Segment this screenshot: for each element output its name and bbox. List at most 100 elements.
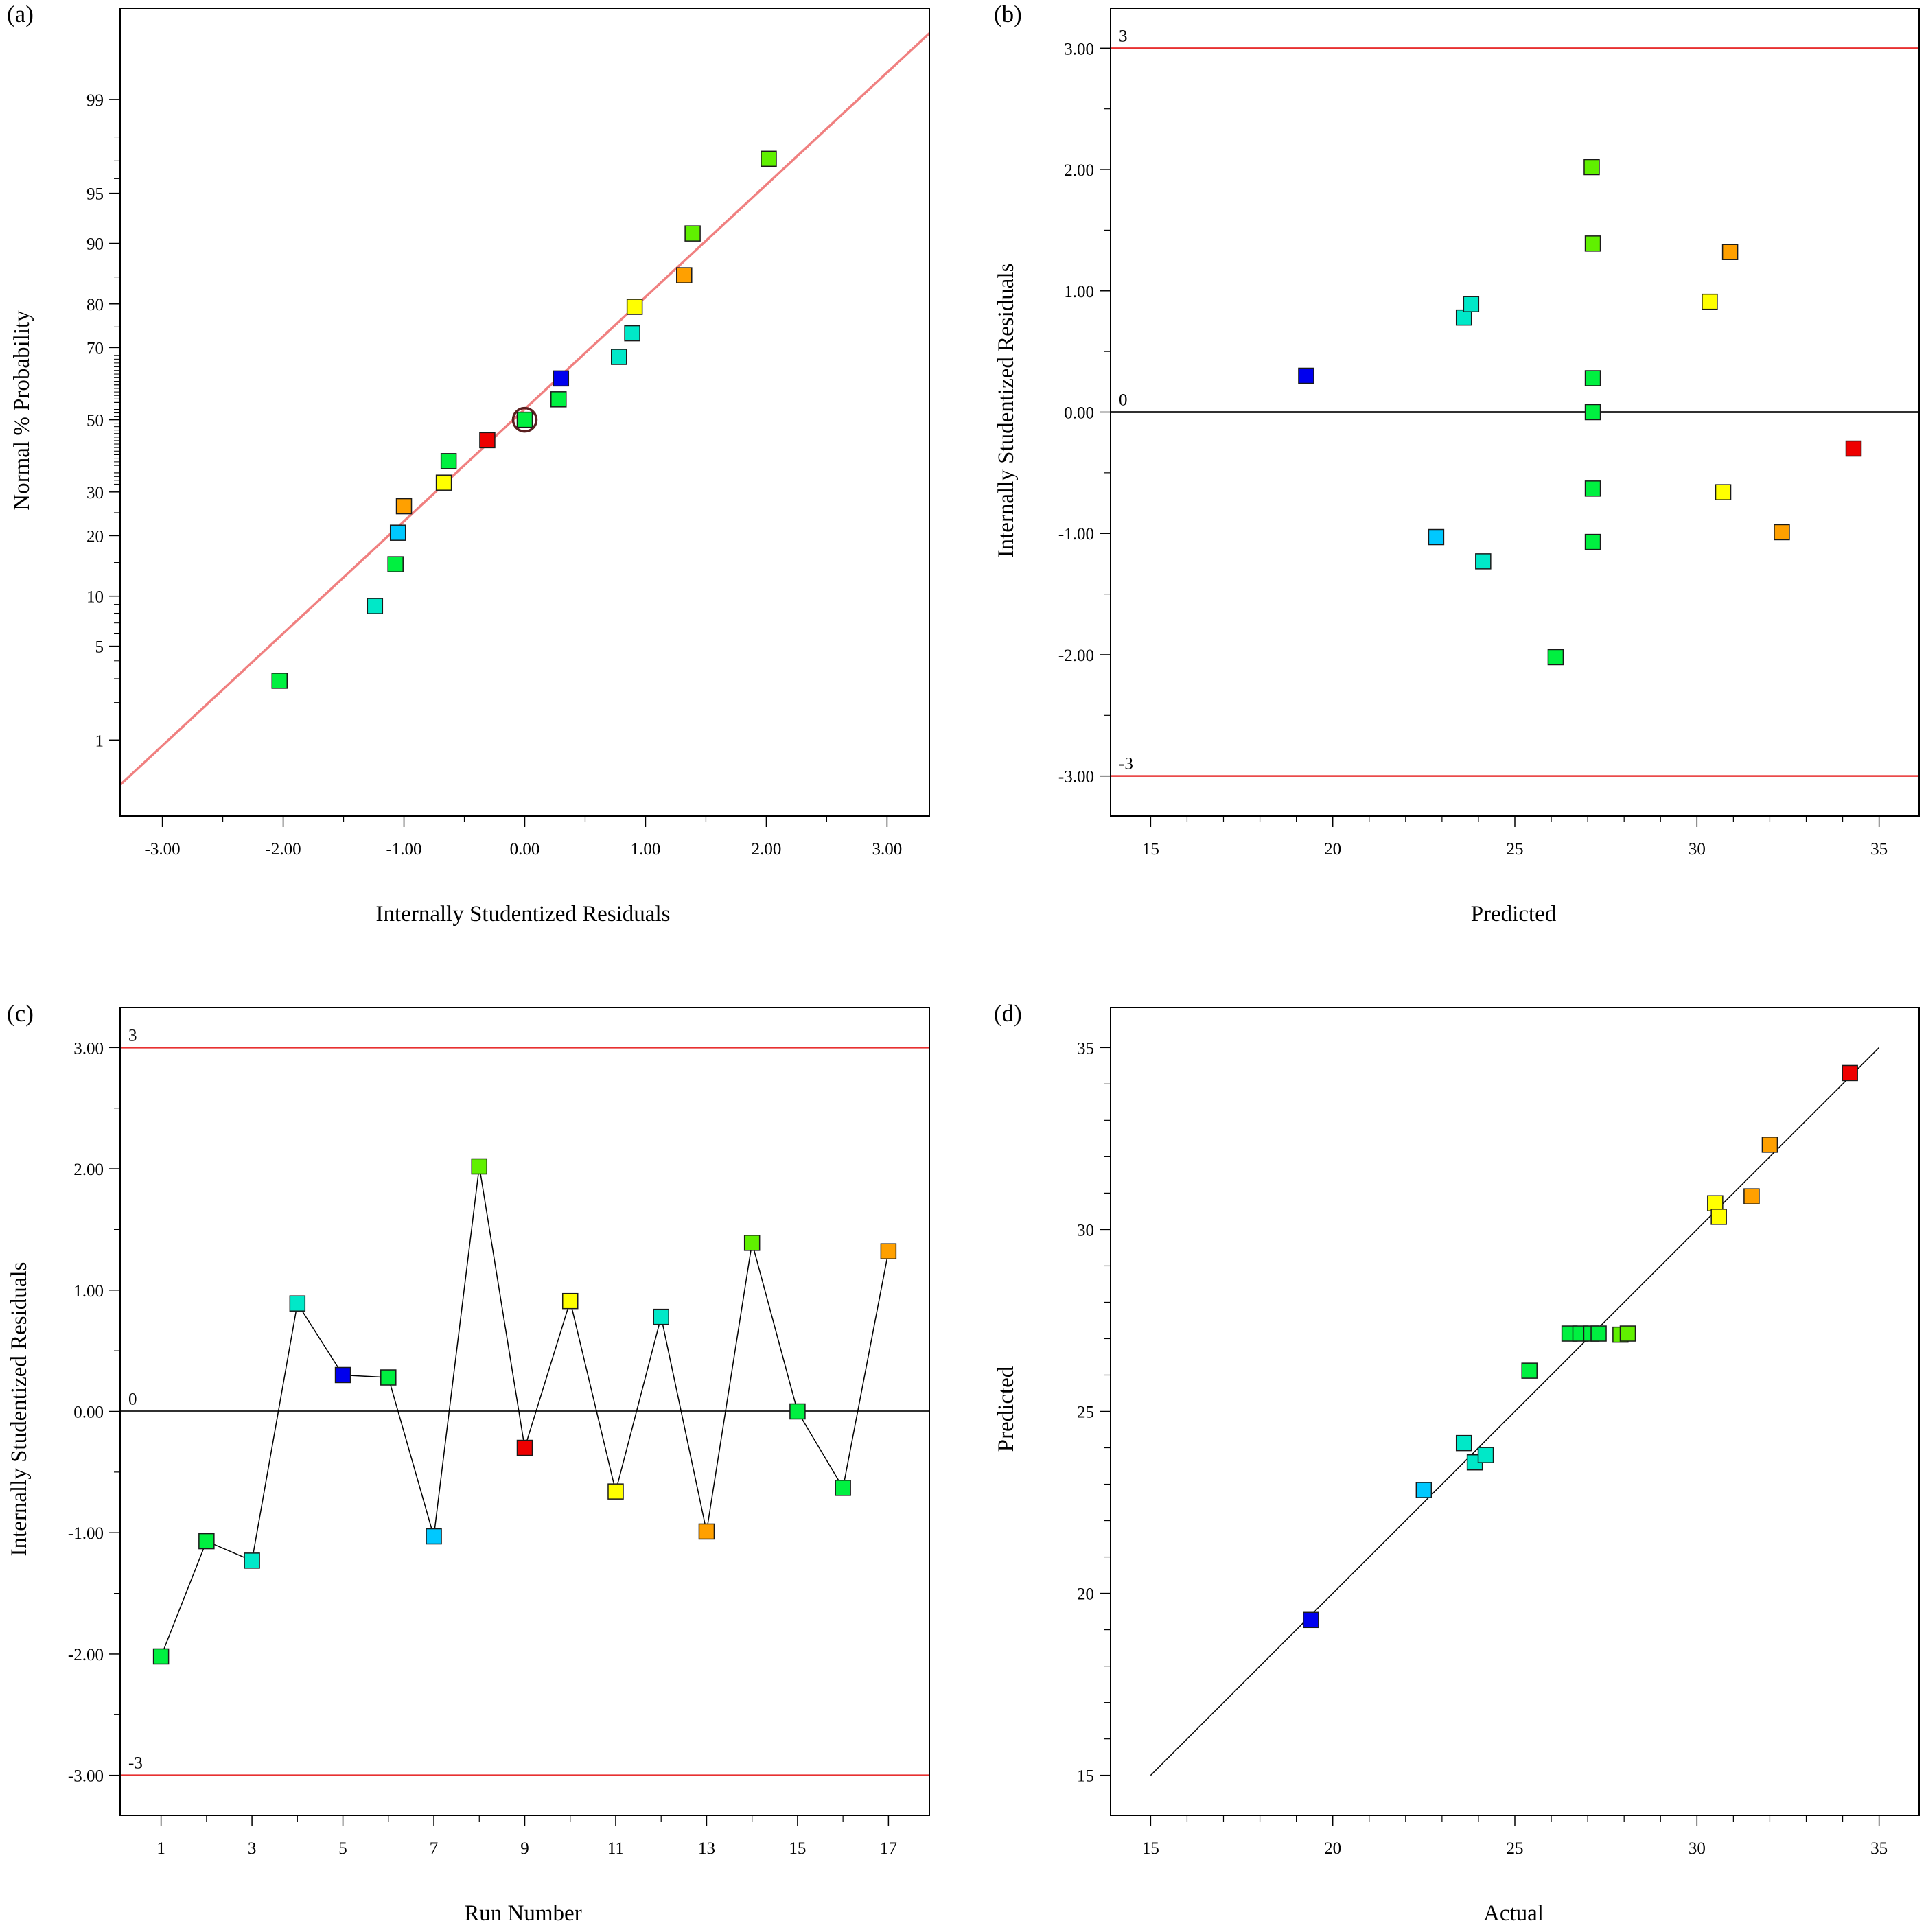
panel-d-ytick-label: 15 (1077, 1767, 1094, 1786)
panel-b-ytick-label: 1.00 (1064, 283, 1094, 301)
panel-d: (d) Actual Predicted 15 20 25 30 35 15 20 25 30 3… (994, 1000, 1920, 1926)
panel-d-xtick-label: 25 (1507, 1839, 1524, 1858)
panel-a-ytick-label: 20 (86, 527, 104, 546)
panel-d-xtick-label: 15 (1142, 1839, 1159, 1858)
panel-c: (c) Run Number Internally Studentized Re… (7, 1000, 930, 1926)
panel-d-ticks: 15 20 25 30 35 15 20 25 30 35 (1077, 1039, 1888, 1858)
panel-a-label: (a) (7, 1, 34, 27)
panel-c-point (380, 1369, 397, 1386)
panel-c-xtick-label: 3 (248, 1839, 257, 1858)
panel-b-ytick-label: -2.00 (1058, 647, 1094, 665)
panel-d-point (1761, 1137, 1778, 1153)
panel-a-point (684, 225, 701, 242)
panel-c-ref-label: 0 (128, 1390, 137, 1409)
panel-b-point (1463, 296, 1480, 312)
panel-a-point (516, 411, 533, 428)
panel-b-xtick-label: 30 (1689, 840, 1706, 859)
panel-d-ytick-label: 35 (1077, 1039, 1094, 1058)
panel-c-point (289, 1295, 306, 1312)
panel-a-point (550, 391, 567, 408)
panel-c-point (698, 1523, 715, 1540)
panel-a-point (367, 598, 384, 614)
panel-b-point (1584, 533, 1601, 550)
panel-c-point (561, 1292, 579, 1310)
panel-b-ytick-label: 0.00 (1064, 404, 1094, 423)
panel-b-ytick-label: 3.00 (1064, 40, 1094, 58)
panel-c-point (835, 1480, 851, 1496)
panel-b-point (1298, 367, 1314, 384)
panel-c-ylabel: Internally Studentized Residuals (7, 1262, 32, 1557)
panel-b-xtick-label: 25 (1507, 840, 1524, 859)
panel-a-frame (119, 8, 930, 817)
panel-b-point (1774, 524, 1790, 541)
panel-c-xtick-label: 17 (880, 1839, 897, 1858)
panel-a-point (389, 524, 406, 541)
panel-a-point (387, 556, 404, 572)
panel-a-xtick-label: 2.00 (752, 840, 782, 859)
panel-a-xtick-label: 1.00 (631, 840, 661, 859)
panel-c-point (789, 1403, 806, 1420)
panel-c-xtick-label: 7 (430, 1839, 439, 1858)
panel-a-xtick-label: -2.00 (266, 840, 301, 859)
panel-b-plot: 3 0 -3 (1111, 27, 1919, 777)
panel-b-ref-label: 0 (1119, 391, 1128, 410)
panel-a: (a) Internally Studentized Residuals Nor… (7, 1, 931, 927)
panel-c-point (152, 1648, 170, 1665)
panel-d-point (1415, 1482, 1432, 1498)
panel-d-fit-line (1150, 1047, 1880, 1776)
panel-b-point (1721, 244, 1739, 260)
panel-b-ylabel: Internally Studentized Residuals (994, 264, 1019, 558)
panel-a-ytick-label: 90 (86, 235, 104, 254)
panel-c-xtick-label: 11 (607, 1839, 624, 1858)
panel-c-ref-label: -3 (128, 1754, 143, 1773)
panel-b-xtick-label: 15 (1142, 840, 1159, 859)
panel-b-ytick-label: -1.00 (1058, 525, 1094, 544)
panel-d-xtick-label: 35 (1870, 1839, 1888, 1858)
panel-c-ytick-label: 2.00 (73, 1161, 104, 1179)
panel-c-point (471, 1158, 488, 1175)
panel-c-point (334, 1366, 351, 1384)
panel-c-ytick-label: 1.00 (73, 1282, 104, 1301)
panel-c-plot: 3 0 -3 (120, 1026, 929, 1776)
panel-b-point (1475, 553, 1492, 570)
panel-b: (b) Predicted Internally Studentized Res… (994, 1, 1920, 927)
panel-c-ytick-label: -2.00 (68, 1646, 104, 1664)
panel-a-ytick-label: 50 (86, 412, 104, 430)
panel-d-point (1521, 1362, 1538, 1379)
panel-d-point (1707, 1195, 1724, 1211)
panel-b-point (1584, 404, 1601, 421)
panel-b-label: (b) (994, 1, 1022, 27)
panel-c-ticks: 1 3 5 7 9 11 13 15 17-3.00-2.00-1.000.001.002.00… (68, 1039, 897, 1858)
panel-a-xtick-label: -3.00 (145, 840, 181, 859)
panel-d-point (1619, 1325, 1636, 1342)
panel-a-ytick-label: 99 (86, 91, 104, 110)
panel-b-point (1702, 293, 1718, 310)
panel-c-xtick-label: 1 (156, 1839, 165, 1858)
panel-d-xtick-label: 20 (1324, 1839, 1341, 1858)
panel-d-frame (1110, 1007, 1920, 1816)
panel-c-point (516, 1439, 533, 1456)
panel-c-point (198, 1533, 215, 1550)
panel-d-ytick-label: 30 (1077, 1221, 1094, 1239)
panel-a-point (435, 474, 452, 491)
panel-b-point (1584, 235, 1601, 252)
panel-c-xtick-label: 5 (338, 1839, 347, 1858)
panel-c-point (880, 1243, 897, 1259)
panel-b-point (1845, 440, 1862, 457)
panel-b-point (1583, 159, 1600, 176)
panel-d-xlabel: Actual (1483, 1901, 1544, 1926)
panel-b-ticks: 15 20 25 30 35 -3.00 -2.00 -1.00 0.00 1.00 2.00 3.0… (1058, 40, 1888, 859)
panel-a-point (761, 150, 777, 167)
panel-b-point (1428, 528, 1445, 546)
panel-c-label: (c) (7, 1000, 34, 1027)
panel-a-point (624, 325, 640, 342)
panel-d-ytick-label: 25 (1077, 1404, 1094, 1422)
panel-b-point (1547, 649, 1564, 666)
panel-b-ref-label: -3 (1119, 755, 1133, 773)
panel-a-xtick-label: 0.00 (510, 840, 540, 859)
panel-d-point (1477, 1447, 1494, 1463)
panel-a-ytick-label: 1 (95, 732, 104, 750)
panel-c-ytick-label: 3.00 (73, 1039, 104, 1058)
panel-a-ytick-label: 10 (86, 588, 104, 607)
